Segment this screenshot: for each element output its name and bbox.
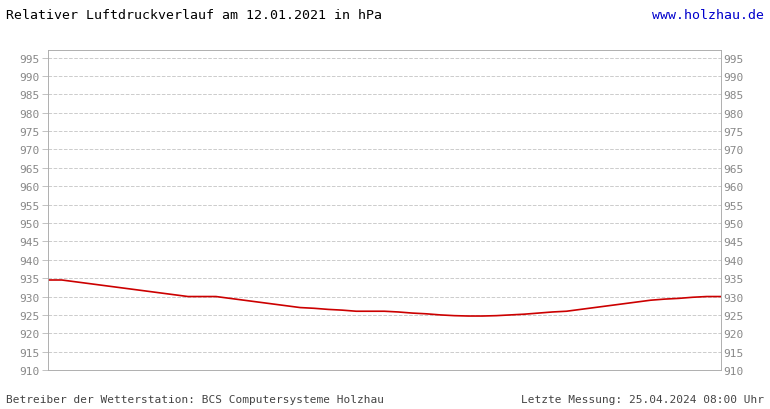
Text: www.holzhau.de: www.holzhau.de: [652, 9, 764, 22]
Text: Betreiber der Wetterstation: BCS Computersysteme Holzhau: Betreiber der Wetterstation: BCS Compute…: [6, 394, 384, 404]
Text: Letzte Messung: 25.04.2024 08:00 Uhr: Letzte Messung: 25.04.2024 08:00 Uhr: [521, 394, 764, 404]
Text: Relativer Luftdruckverlauf am 12.01.2021 in hPa: Relativer Luftdruckverlauf am 12.01.2021…: [6, 9, 382, 22]
